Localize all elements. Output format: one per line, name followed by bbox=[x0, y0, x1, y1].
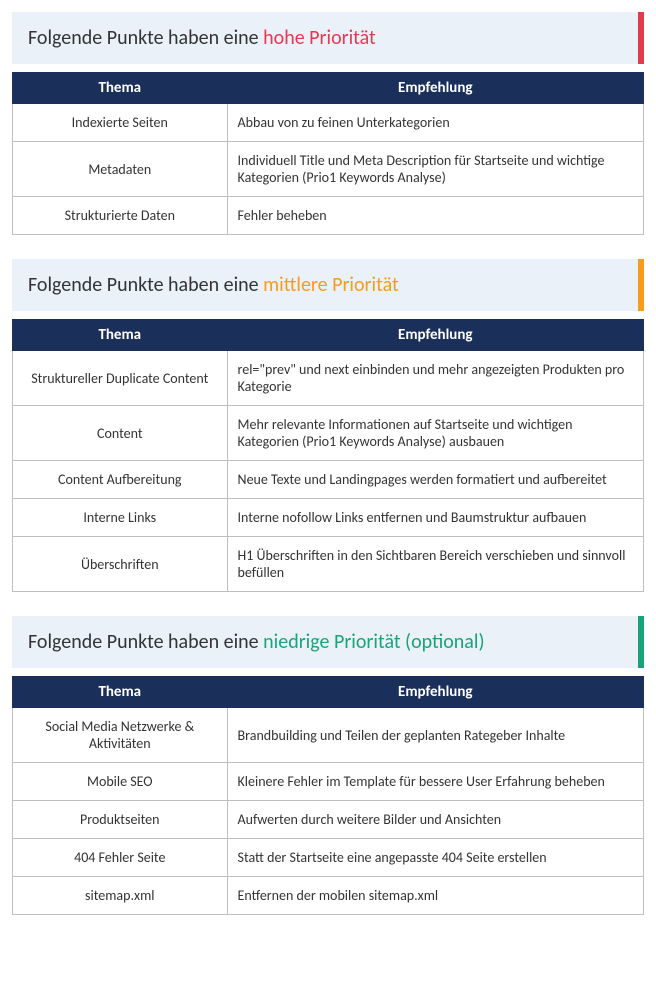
cell-recommendation: Statt der Startseite eine angepasste 404… bbox=[227, 839, 643, 877]
table-row: Indexierte SeitenAbbau von zu feinen Unt… bbox=[13, 104, 644, 142]
section-header: Folgende Punkte haben eine niedrige Prio… bbox=[12, 616, 644, 668]
cell-topic: 404 Fehler Seite bbox=[13, 839, 228, 877]
cell-topic: Überschriften bbox=[13, 537, 228, 592]
table-row: Social Media Netzwerke & AktivitätenBran… bbox=[13, 708, 644, 763]
cell-recommendation: Neue Texte und Landingpages werden forma… bbox=[227, 461, 643, 499]
section-title: Folgende Punkte haben eine mittlere Prio… bbox=[28, 273, 622, 297]
table-row: Content AufbereitungNeue Texte und Landi… bbox=[13, 461, 644, 499]
section-title: Folgende Punkte haben eine niedrige Prio… bbox=[28, 630, 622, 654]
cell-topic: Social Media Netzwerke & Aktivitäten bbox=[13, 708, 228, 763]
cell-topic: sitemap.xml bbox=[13, 877, 228, 915]
cell-recommendation: Mehr relevante Informationen auf Startse… bbox=[227, 406, 643, 461]
cell-recommendation: Individuell Title und Meta Description f… bbox=[227, 142, 643, 197]
cell-topic: Struktureller Duplicate Content bbox=[13, 351, 228, 406]
cell-topic: Interne Links bbox=[13, 499, 228, 537]
priority-table: ThemaEmpfehlungStruktureller Duplicate C… bbox=[12, 319, 644, 592]
table-header-row: ThemaEmpfehlung bbox=[13, 320, 644, 351]
cell-topic: Metadaten bbox=[13, 142, 228, 197]
column-header-topic: Thema bbox=[13, 320, 228, 351]
table-row: MetadatenIndividuell Title und Meta Desc… bbox=[13, 142, 644, 197]
table-row: Strukturierte DatenFehler beheben bbox=[13, 197, 644, 235]
priority-section: Folgende Punkte haben eine mittlere Prio… bbox=[12, 259, 644, 592]
column-header-recommendation: Empfehlung bbox=[227, 320, 643, 351]
cell-recommendation: H1 Überschriften in den Sichtbaren Berei… bbox=[227, 537, 643, 592]
column-header-topic: Thema bbox=[13, 73, 228, 104]
table-row: 404 Fehler SeiteStatt der Startseite ein… bbox=[13, 839, 644, 877]
priority-table: ThemaEmpfehlungSocial Media Netzwerke & … bbox=[12, 676, 644, 915]
section-header: Folgende Punkte haben eine hohe Prioritä… bbox=[12, 12, 644, 64]
priority-table: ThemaEmpfehlungIndexierte SeitenAbbau vo… bbox=[12, 72, 644, 235]
column-header-topic: Thema bbox=[13, 677, 228, 708]
table-row: sitemap.xmlEntfernen der mobilen sitemap… bbox=[13, 877, 644, 915]
priority-section: Folgende Punkte haben eine niedrige Prio… bbox=[12, 616, 644, 915]
cell-recommendation: Fehler beheben bbox=[227, 197, 643, 235]
cell-recommendation: Brandbuilding und Teilen der geplanten R… bbox=[227, 708, 643, 763]
section-title-prefix: Folgende Punkte haben eine bbox=[28, 26, 263, 50]
table-header-row: ThemaEmpfehlung bbox=[13, 73, 644, 104]
cell-topic: Content Aufbereitung bbox=[13, 461, 228, 499]
cell-topic: Produktseiten bbox=[13, 801, 228, 839]
table-row: ÜberschriftenH1 Überschriften in den Sic… bbox=[13, 537, 644, 592]
section-title-prefix: Folgende Punkte haben eine bbox=[28, 630, 263, 654]
cell-recommendation: Kleinere Fehler im Template für bessere … bbox=[227, 763, 643, 801]
column-header-recommendation: Empfehlung bbox=[227, 73, 643, 104]
cell-topic: Mobile SEO bbox=[13, 763, 228, 801]
cell-recommendation: Abbau von zu feinen Unterkategorien bbox=[227, 104, 643, 142]
section-title-priority: mittlere Priorität bbox=[263, 273, 399, 297]
table-row: Interne LinksInterne nofollow Links entf… bbox=[13, 499, 644, 537]
cell-recommendation: rel="prev" und next einbinden und mehr a… bbox=[227, 351, 643, 406]
cell-recommendation: Entfernen der mobilen sitemap.xml bbox=[227, 877, 643, 915]
priority-section: Folgende Punkte haben eine hohe Prioritä… bbox=[12, 12, 644, 235]
table-row: Mobile SEOKleinere Fehler im Template fü… bbox=[13, 763, 644, 801]
section-header: Folgende Punkte haben eine mittlere Prio… bbox=[12, 259, 644, 311]
cell-topic: Content bbox=[13, 406, 228, 461]
cell-recommendation: Aufwerten durch weitere Bilder und Ansic… bbox=[227, 801, 643, 839]
table-header-row: ThemaEmpfehlung bbox=[13, 677, 644, 708]
table-row: Struktureller Duplicate Contentrel="prev… bbox=[13, 351, 644, 406]
section-title-priority: niedrige Priorität (optional) bbox=[263, 630, 484, 654]
cell-topic: Strukturierte Daten bbox=[13, 197, 228, 235]
table-row: ProduktseitenAufwerten durch weitere Bil… bbox=[13, 801, 644, 839]
section-title-priority: hohe Priorität bbox=[263, 26, 376, 50]
column-header-recommendation: Empfehlung bbox=[227, 677, 643, 708]
table-row: ContentMehr relevante Informationen auf … bbox=[13, 406, 644, 461]
cell-topic: Indexierte Seiten bbox=[13, 104, 228, 142]
cell-recommendation: Interne nofollow Links entfernen und Bau… bbox=[227, 499, 643, 537]
section-title-prefix: Folgende Punkte haben eine bbox=[28, 273, 263, 297]
section-title: Folgende Punkte haben eine hohe Prioritä… bbox=[28, 26, 622, 50]
